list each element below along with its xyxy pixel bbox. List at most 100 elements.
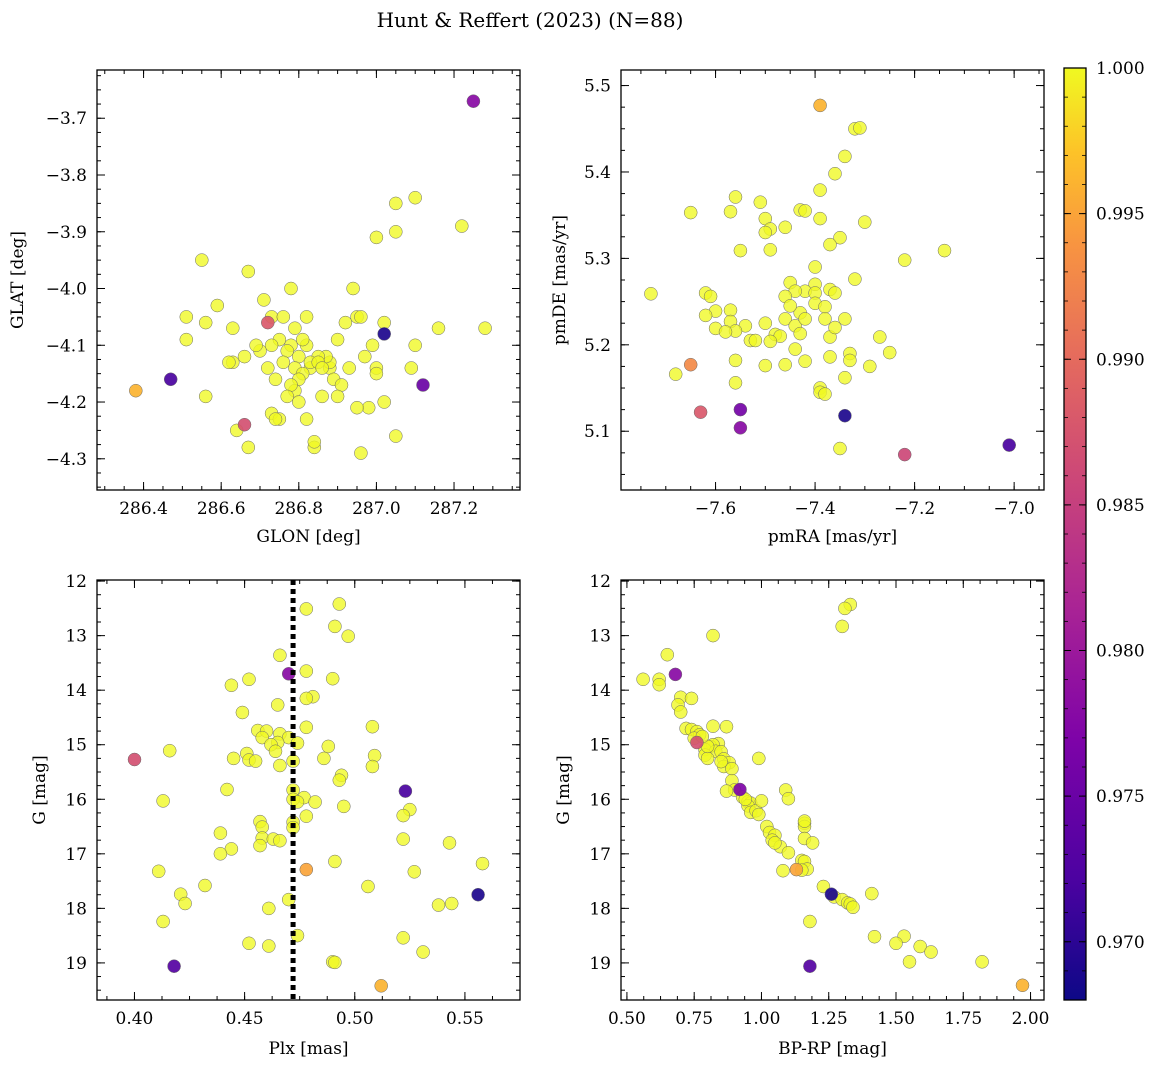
data-point — [723, 204, 738, 219]
x-axis-label: Plx [mas] — [268, 1039, 348, 1059]
data-point — [408, 338, 422, 353]
data-point — [280, 389, 294, 404]
data-point — [268, 744, 283, 759]
x-tick-label: 286.4 — [119, 499, 168, 519]
data-point — [778, 220, 792, 235]
data-point — [295, 332, 310, 347]
y-axis-label: pmDE [mas/yr] — [550, 215, 570, 345]
data-point — [652, 677, 666, 692]
data-point — [365, 338, 380, 353]
data-point — [222, 355, 236, 370]
x-tick-label: 1.75 — [944, 1009, 982, 1029]
data-point — [768, 836, 782, 850]
data-point — [714, 754, 728, 769]
y-tick-label: −3.7 — [46, 109, 87, 129]
data-point — [389, 225, 403, 239]
data-point — [299, 602, 314, 616]
axis-ticks: 286.4 286.6 286.8 287.0 287.2 −4.3 −4.2 −4.1 −4.… — [46, 70, 520, 519]
data-point — [706, 719, 720, 733]
data-point — [818, 312, 832, 326]
data-point — [728, 376, 743, 390]
x-tick-label: 1.50 — [877, 1009, 915, 1029]
data-point — [179, 332, 194, 347]
data-point — [719, 719, 734, 734]
figure-title: Hunt & Reffert (2023) (N=88) — [377, 8, 684, 32]
data-point — [261, 315, 275, 330]
data-point — [818, 387, 832, 401]
data-point — [475, 856, 490, 871]
data-point — [242, 672, 256, 687]
data-point — [848, 272, 862, 286]
data-point — [299, 809, 314, 823]
y-axis-label: G [mag] — [30, 755, 50, 824]
data-point — [776, 863, 790, 878]
data-point — [361, 400, 376, 415]
data-point — [276, 355, 291, 370]
data-point — [330, 389, 345, 404]
data-point — [833, 230, 847, 245]
colorbar: 0.970 0.975 0.980 0.985 0.990 0.995 1.000 — [1063, 59, 1145, 1001]
data-point — [361, 879, 375, 894]
x-axis-label: GLON [deg] — [256, 527, 360, 547]
data-point — [455, 219, 469, 233]
data-point — [257, 293, 271, 307]
y-tick-label: 19 — [589, 954, 611, 974]
data-point — [700, 751, 715, 766]
data-point — [466, 94, 481, 108]
y-tick-label: −3.8 — [46, 166, 87, 186]
panel-proper-motion: −7.6 −7.4 −7.2 −7.0 5.1 5.2 5.3 5.4 5.5 pmRA [ma… — [550, 69, 1045, 547]
data-point — [838, 408, 852, 423]
panel-color-magnitude: 0.50 0.75 1.00 1.25 1.50 1.75 2.00 12 13 14 15 16 17… — [554, 572, 1049, 1059]
y-tick-label: 18 — [589, 899, 611, 919]
data-point — [396, 808, 410, 823]
data-point — [797, 814, 812, 828]
x-tick-label: 0.75 — [675, 1009, 713, 1029]
data-point — [733, 782, 747, 797]
colorbar-tick-label: 0.975 — [1096, 787, 1145, 807]
x-tick-label: 1.00 — [743, 1009, 781, 1029]
data-point — [808, 260, 822, 274]
data-point — [752, 751, 766, 766]
data-point — [235, 705, 250, 720]
y-tick-label: 5.4 — [584, 163, 611, 183]
data-point — [690, 735, 704, 750]
data-point — [1002, 438, 1016, 452]
data-point — [284, 378, 298, 392]
data-point — [416, 378, 430, 392]
data-point — [725, 761, 739, 776]
data-point — [178, 896, 192, 911]
x-tick-label: −7.6 — [695, 499, 736, 519]
y-tick-label: 5.2 — [584, 336, 611, 356]
data-point — [237, 349, 252, 364]
axes-frame — [96, 69, 521, 491]
y-tick-label: 15 — [65, 736, 87, 756]
data-point — [824, 887, 839, 901]
data-point — [288, 321, 302, 335]
y-tick-label: 14 — [65, 681, 87, 701]
data-point — [828, 320, 842, 335]
data-point — [354, 310, 368, 324]
data-point — [220, 782, 234, 797]
x-tick-label: 2.00 — [1012, 1009, 1050, 1029]
y-axis-label: GLAT [deg] — [8, 231, 28, 329]
data-point — [299, 412, 314, 426]
colorbar-tick-label: 0.985 — [1096, 496, 1145, 516]
data-point — [325, 671, 340, 686]
axes-frame — [620, 69, 1045, 491]
data-point — [268, 412, 283, 426]
data-point — [270, 698, 285, 712]
y-tick-label: 14 — [589, 681, 611, 701]
data-point — [261, 361, 275, 375]
data-point — [299, 664, 314, 678]
data-point — [478, 321, 492, 335]
data-point — [156, 914, 170, 929]
data-point — [299, 720, 314, 735]
data-point — [332, 773, 347, 787]
x-tick-label: 286.8 — [274, 499, 323, 519]
data-point — [636, 672, 650, 687]
data-point — [975, 955, 989, 969]
data-point — [897, 253, 912, 267]
data-point — [241, 264, 256, 279]
data-point — [408, 190, 422, 205]
data-point — [858, 215, 872, 229]
